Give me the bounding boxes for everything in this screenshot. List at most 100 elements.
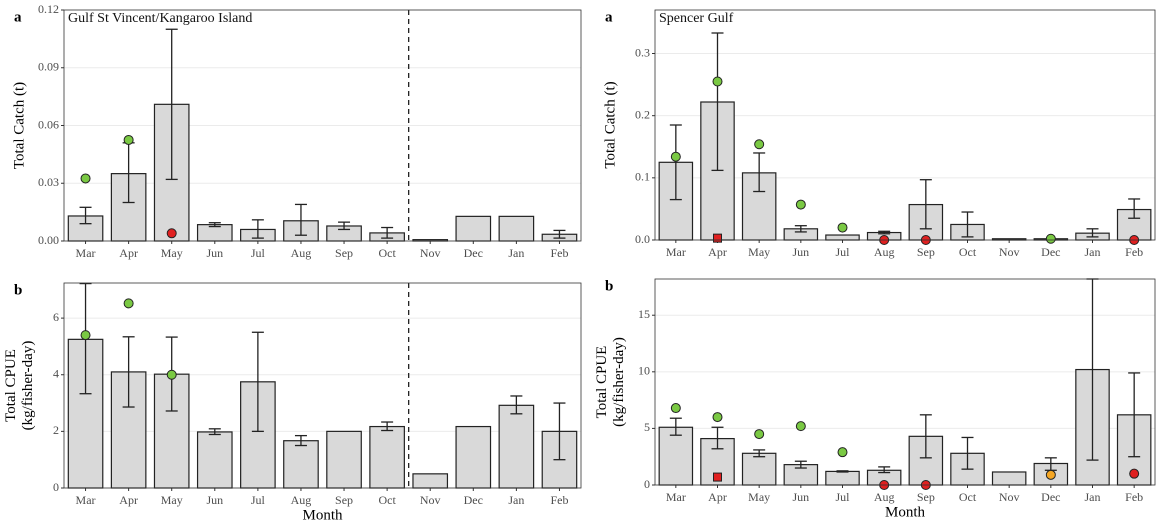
error-bar [79, 206, 92, 225]
y-tick-label: 4 [53, 366, 59, 380]
x-tick-label: Jan [1085, 245, 1101, 259]
point [1045, 233, 1056, 244]
x-tick-label: Feb [1125, 245, 1143, 259]
x-tick-label: Nov [420, 246, 441, 260]
x-tick-label: Nov [999, 490, 1020, 504]
x-tick-label: Jul [835, 490, 850, 504]
error-bar [711, 32, 724, 172]
error-bar [711, 426, 724, 450]
y-tick-label: 0.1 [635, 170, 650, 184]
y-tick-label: 10 [638, 364, 650, 378]
point [795, 199, 806, 210]
y-tick-label: 0.06 [38, 117, 59, 131]
error-bar [165, 28, 178, 181]
x-tick-label: Aug [291, 493, 312, 507]
error-bar [794, 225, 807, 233]
x-tick-label: Jun [792, 490, 809, 504]
error-bar [961, 211, 974, 238]
x-tick-label: Jan [508, 246, 524, 260]
point [1129, 468, 1140, 479]
error-bar [669, 124, 682, 201]
x-tick-label: Feb [1125, 490, 1143, 504]
x-tick-label: Sep [917, 490, 935, 504]
error-bar [294, 434, 307, 447]
plot-background [655, 10, 1155, 240]
error-bar [919, 414, 932, 459]
annotation: Gulf St Vincent/Kangaroo Island [68, 11, 252, 26]
y-axis-label: Total Catch (t) [11, 82, 27, 169]
x-tick-label: Apr [708, 245, 727, 259]
x-tick-label: Dec [464, 493, 483, 507]
error-bar [878, 466, 891, 474]
x-tick-label: Jul [251, 493, 266, 507]
y-tick-label: 0.03 [38, 175, 59, 189]
y-tick-label: 0.12 [38, 2, 59, 16]
x-tick-label: Apr [119, 493, 138, 507]
x-tick-label: Dec [1041, 245, 1060, 259]
y-axis-label: Total CPUE [3, 349, 19, 422]
error-bar [836, 470, 849, 473]
x-tick-label: Jan [508, 493, 524, 507]
annotation: Spencer Gulf [659, 11, 734, 26]
error-bar [251, 331, 264, 433]
x-tick-label: Jul [835, 245, 850, 259]
point [795, 421, 806, 432]
x-tick-label: Mar [666, 245, 686, 259]
x-tick-label: Mar [76, 493, 96, 507]
error-bar [294, 203, 307, 236]
y-tick-label: 15 [638, 307, 650, 321]
error-bar [794, 460, 807, 469]
plot-border [654, 9, 1156, 241]
y-tick-label: 0 [53, 480, 59, 494]
bar [741, 452, 777, 486]
x-tick-label: Mar [76, 246, 96, 260]
x-tick-label: Oct [378, 493, 396, 507]
plot-background [64, 283, 581, 488]
x-tick-label: Aug [874, 245, 895, 259]
error-bar [122, 336, 135, 408]
x-tick-label: Feb [550, 493, 568, 507]
point [754, 429, 765, 440]
y-axis-label: (kg/fisher-day) [611, 337, 627, 427]
x-tick-label: Dec [464, 246, 483, 260]
error-bar [1128, 198, 1141, 219]
bar [825, 470, 860, 486]
error-bar [208, 222, 221, 228]
bar [498, 215, 535, 242]
point [670, 151, 681, 162]
plot-border [63, 282, 582, 489]
x-tick-label: May [161, 246, 183, 260]
bar [67, 215, 104, 242]
point [123, 298, 134, 309]
x-tick-label: Jun [206, 493, 223, 507]
x-tick-label: Sep [335, 246, 353, 260]
x-tick-label: Nov [420, 493, 441, 507]
x-tick-label: May [748, 490, 770, 504]
bar [498, 404, 535, 489]
error-bar [381, 421, 394, 432]
bar [369, 425, 405, 489]
point [1045, 469, 1056, 480]
error-bar [510, 395, 523, 415]
error-bar [553, 402, 566, 461]
point [80, 330, 91, 341]
bar [283, 440, 319, 489]
x-tick-label: Oct [959, 490, 977, 504]
x-tick-label: Apr [119, 246, 138, 260]
error-bar [669, 417, 682, 436]
error-bar [1086, 228, 1099, 238]
y-tick-label: 0.09 [38, 60, 59, 74]
error-bar [753, 449, 766, 458]
error-bar [338, 221, 351, 231]
error-bar [251, 219, 264, 239]
plot-background [655, 279, 1155, 485]
panel-label: b [14, 282, 22, 298]
error-bar [753, 152, 766, 193]
error-bar [553, 229, 566, 239]
point [837, 222, 848, 233]
y-tick-label: 5 [644, 420, 650, 434]
error-bar [961, 436, 974, 470]
plot-border [654, 278, 1156, 486]
point [166, 369, 177, 380]
